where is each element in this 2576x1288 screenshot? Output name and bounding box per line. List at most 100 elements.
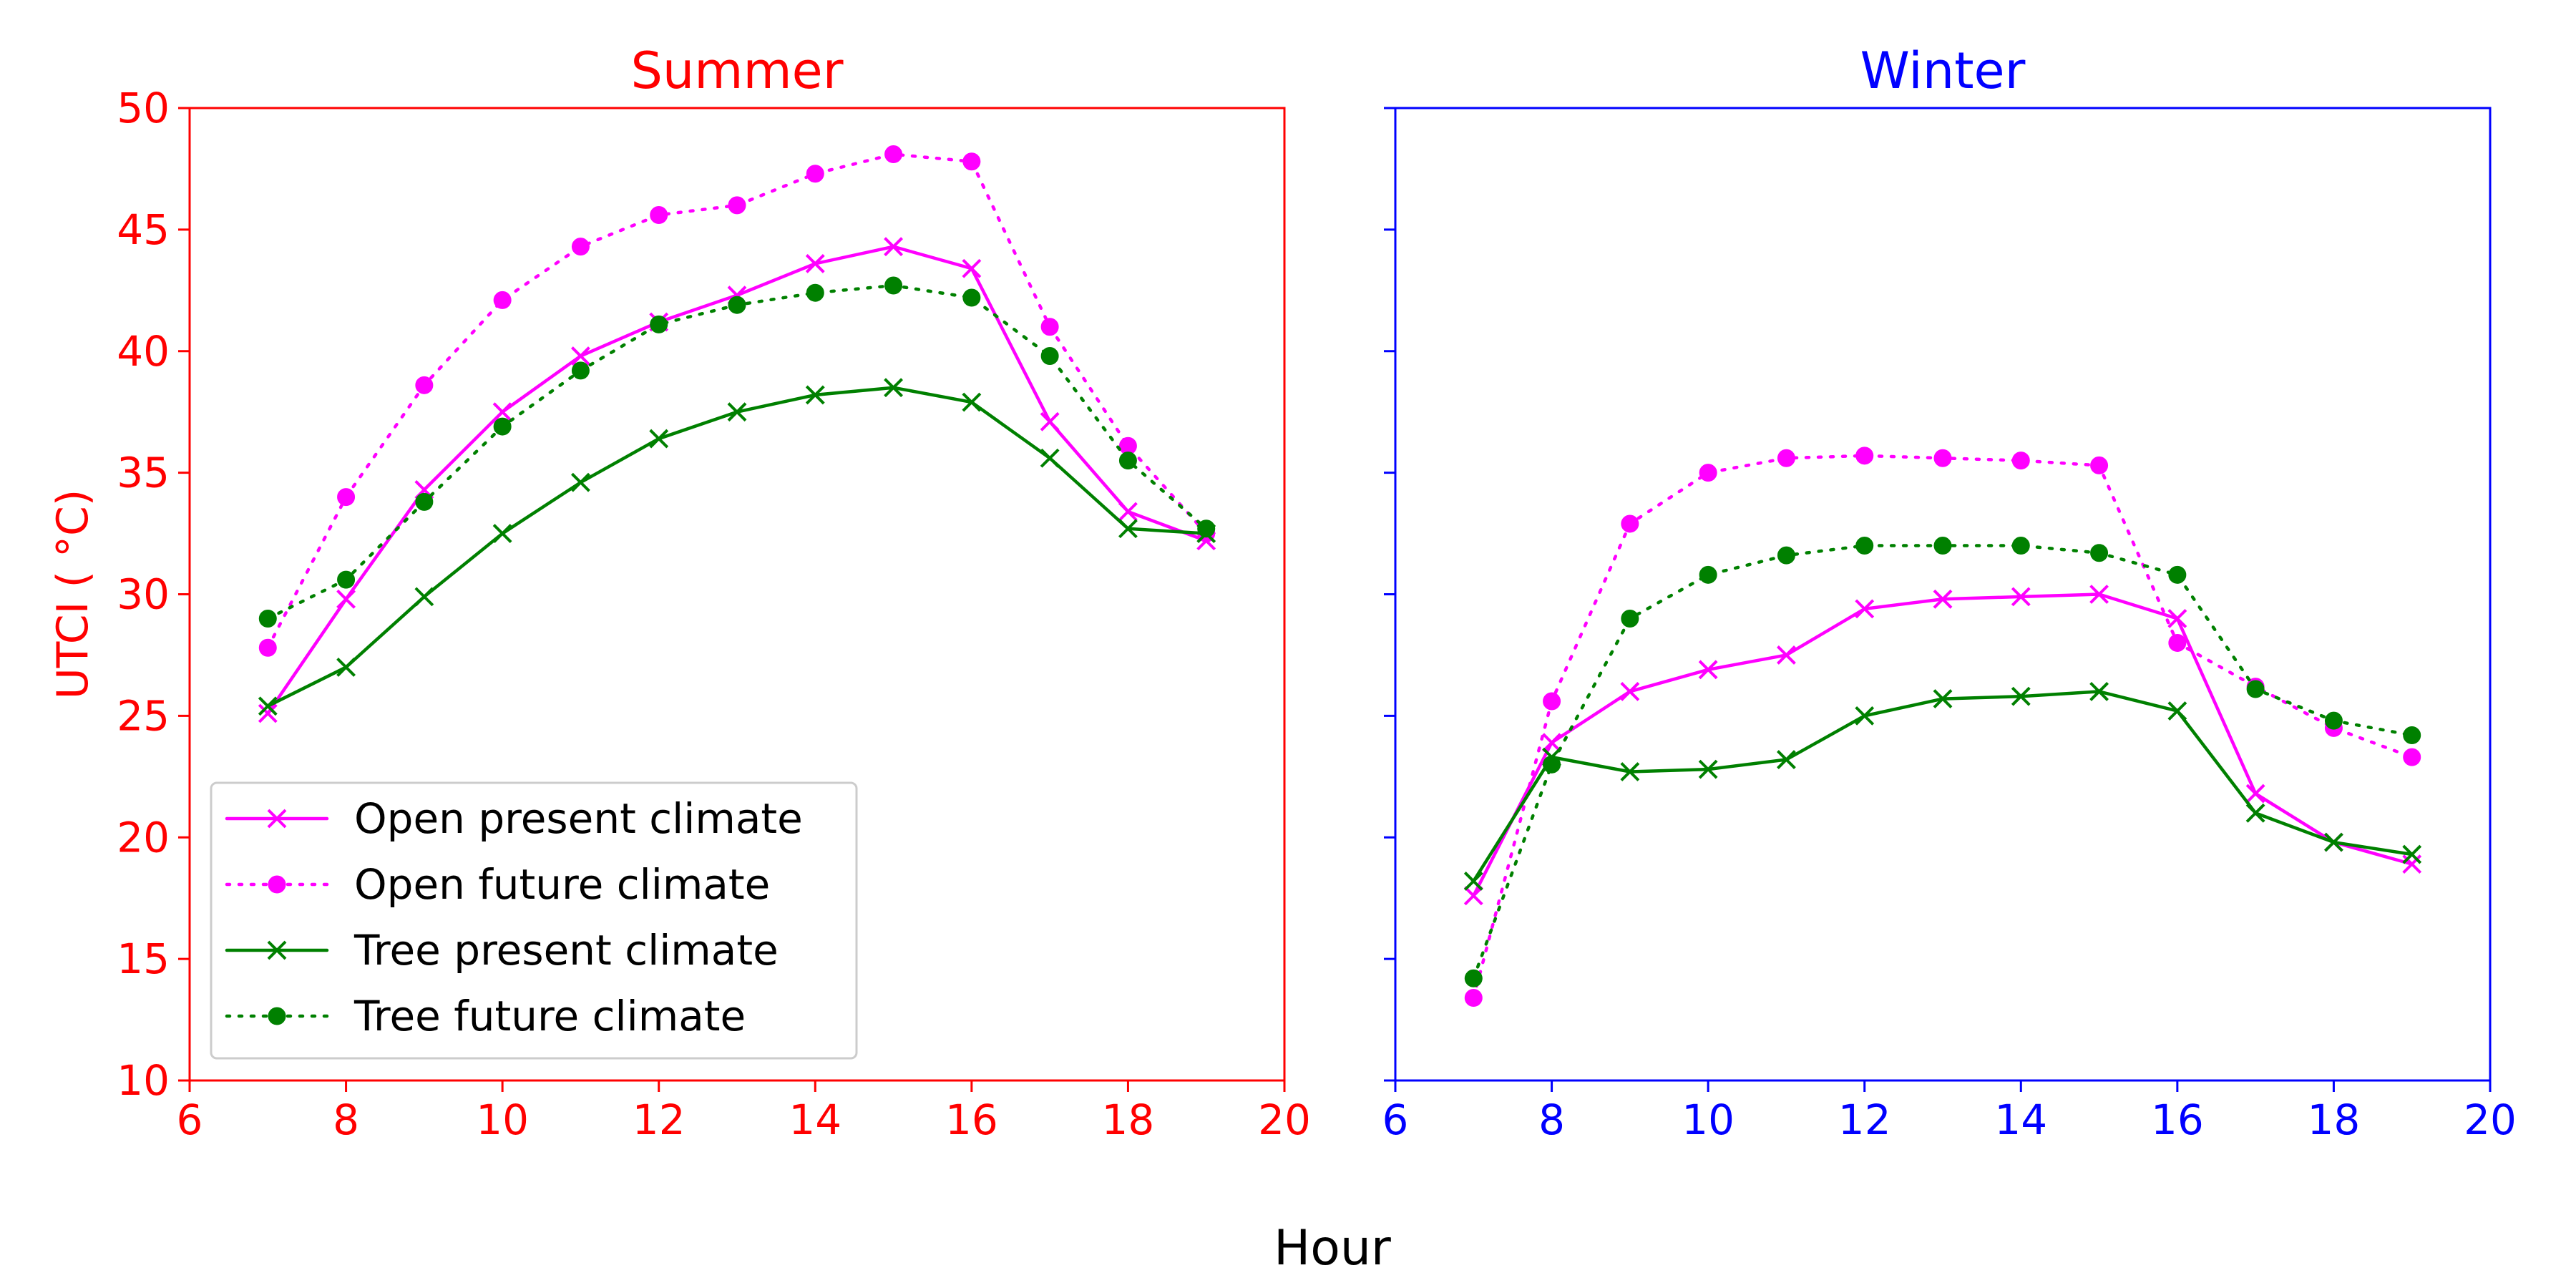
summer-open-present-climate-point <box>962 258 982 278</box>
winter-tree-future-climate-point <box>2246 680 2265 698</box>
summer-tree-future-climate-point <box>1040 347 1059 366</box>
summer-tree-present-climate-point <box>258 696 278 716</box>
winter-open-present-climate-point <box>1777 645 1796 665</box>
summer-tree-future-climate-point <box>650 315 668 333</box>
winter-tree-present-climate-point <box>2324 832 2343 852</box>
summer-open-future-climate-line <box>266 152 1208 650</box>
winter-tree-present-climate-point <box>1777 750 1796 769</box>
winter-open-present-climate-point <box>2167 609 2187 628</box>
legend-frame <box>210 781 858 1060</box>
winter-plot-frame <box>1394 107 2492 1082</box>
winter-tree-future-climate-point <box>1464 969 1483 987</box>
summer-tree-present-climate-point <box>1118 519 1138 539</box>
summer-open-present-climate-line <box>266 245 1208 716</box>
summer-tree-present-climate-point <box>805 385 825 405</box>
summer-x-tick-label: 12 <box>633 1096 686 1144</box>
winter-tree-future-climate-point <box>1855 537 1874 555</box>
winter-tree-present-climate-point <box>1620 762 1640 781</box>
winter-open-future-climate-point <box>1621 514 1639 533</box>
winter-panel: Winter 6 8 10 12 14 16 18 20 <box>1382 42 2517 1144</box>
summer-x-tick-label: 10 <box>476 1096 529 1144</box>
summer-tree-future-climate-point <box>337 570 356 589</box>
winter-open-present-climate-point <box>2011 587 2031 607</box>
winter-tree-future-climate-point <box>1933 537 1952 555</box>
winter-open-future-climate-point <box>1464 988 1483 1007</box>
winter-open-future-climate-point <box>1777 449 1795 467</box>
summer-y-tick-label: 35 <box>117 449 170 497</box>
figure-x-axis-label: Hour <box>1274 1220 1391 1277</box>
winter-tree-future-climate-point <box>2324 711 2343 730</box>
winter-tree-future-climate-point <box>2403 726 2421 745</box>
winter-tree-future-climate-point <box>1621 609 1639 628</box>
winter-open-present-climate-point <box>1698 660 1718 680</box>
summer-tree-future-climate-point <box>1118 452 1137 470</box>
summer-panel: Summer 6 8 10 12 14 16 18 20 10 15 20 25 30 35 40 45 50 UT… <box>48 42 1311 1144</box>
summer-tree-future-climate-point <box>806 283 824 302</box>
winter-open-future-climate-point <box>1933 449 1952 467</box>
summer-open-present-climate-point <box>805 254 825 273</box>
winter-x-tick-label: 20 <box>2464 1096 2517 1144</box>
winter-tree-present-climate-point <box>2089 681 2109 701</box>
summer-x-tick-label: 18 <box>1102 1096 1155 1144</box>
legend-open-present-climate-label: Open present climate <box>354 794 803 843</box>
winter-tree-present-climate-point <box>2402 844 2422 864</box>
summer-tree-present-climate-point <box>884 378 903 398</box>
winter-open-present-climate-point <box>1933 589 1953 609</box>
summer-y-tick-label: 45 <box>117 205 170 254</box>
winter-open-present-climate-line <box>1472 592 2414 898</box>
winter-tree-present-climate-point <box>1933 689 1953 709</box>
summer-open-future-climate-point <box>962 152 981 171</box>
summer-open-future-climate-point <box>1040 318 1059 336</box>
winter-tree-present-climate-point <box>1855 706 1875 726</box>
summer-open-future-climate-point <box>728 196 746 215</box>
winter-tree-present-climate-point <box>1698 759 1718 779</box>
summer-x-tick-label: 6 <box>177 1096 203 1144</box>
winter-open-present-climate-point <box>1542 733 1561 753</box>
winter-x-tick-label: 14 <box>1994 1096 2047 1144</box>
winter-open-future-climate-point <box>2403 748 2421 766</box>
legend-tree-present-climate-marker <box>267 940 287 960</box>
summer-x-tick-label: 8 <box>333 1096 359 1144</box>
summer-x-tick-label: 16 <box>945 1096 998 1144</box>
winter-tree-future-climate-point <box>1777 546 1795 565</box>
summer-y-tick-label: 50 <box>117 84 170 132</box>
summer-open-present-climate-point <box>1118 502 1138 522</box>
summer-tree-future-climate-point <box>415 492 434 511</box>
winter-x-tick-label: 18 <box>2308 1096 2361 1144</box>
summer-tree-present-climate-point <box>336 658 356 677</box>
winter-open-present-climate-point <box>2089 585 2109 604</box>
summer-open-future-climate-point <box>806 165 824 183</box>
winter-tree-future-climate-point <box>2090 544 2109 562</box>
summer-tree-present-climate-point <box>962 392 982 412</box>
winter-open-future-climate-point <box>1543 692 1561 711</box>
winter-open-present-climate-point <box>2402 854 2422 874</box>
winter-tree-future-climate-point <box>2168 565 2187 584</box>
summer-title: Summer <box>630 42 843 100</box>
summer-open-present-climate-point <box>258 703 278 723</box>
summer-tree-present-climate-line <box>266 386 1208 708</box>
summer-open-present-climate-point <box>336 589 356 609</box>
summer-tree-future-climate-point <box>258 609 277 628</box>
summer-legend: Open present climate Open future climate T… <box>210 781 858 1060</box>
legend-open-present-climate-marker <box>267 809 287 829</box>
legend-open-future-climate-label: Open future climate <box>354 860 770 909</box>
summer-x-tick-label: 14 <box>789 1096 841 1144</box>
winter-open-future-climate-point <box>1699 464 1717 482</box>
summer-open-future-climate-point <box>650 205 668 224</box>
summer-tree-future-climate-point <box>493 417 512 436</box>
summer-tree-present-climate-point <box>649 429 669 449</box>
winter-x-tick-label: 6 <box>1382 1096 1409 1144</box>
summer-y-tick-label: 20 <box>117 813 170 862</box>
winter-tree-present-climate-point <box>2011 686 2031 706</box>
winter-tree-future-climate-point <box>1543 755 1561 774</box>
summer-tree-future-climate-point <box>728 296 746 314</box>
summer-open-present-climate-point <box>1040 411 1060 431</box>
winter-open-future-climate-point <box>1855 447 1874 465</box>
winter-open-present-climate-point <box>2245 784 2265 804</box>
legend-tree-future-climate-marker <box>268 1007 286 1025</box>
winter-open-future-climate-point <box>2090 456 2109 474</box>
summer-y-tick-label: 40 <box>117 327 170 376</box>
winter-tree-future-climate-point <box>1699 565 1717 584</box>
summer-tree-present-climate-point <box>727 402 747 422</box>
winter-tree-present-climate-point <box>2167 701 2187 721</box>
